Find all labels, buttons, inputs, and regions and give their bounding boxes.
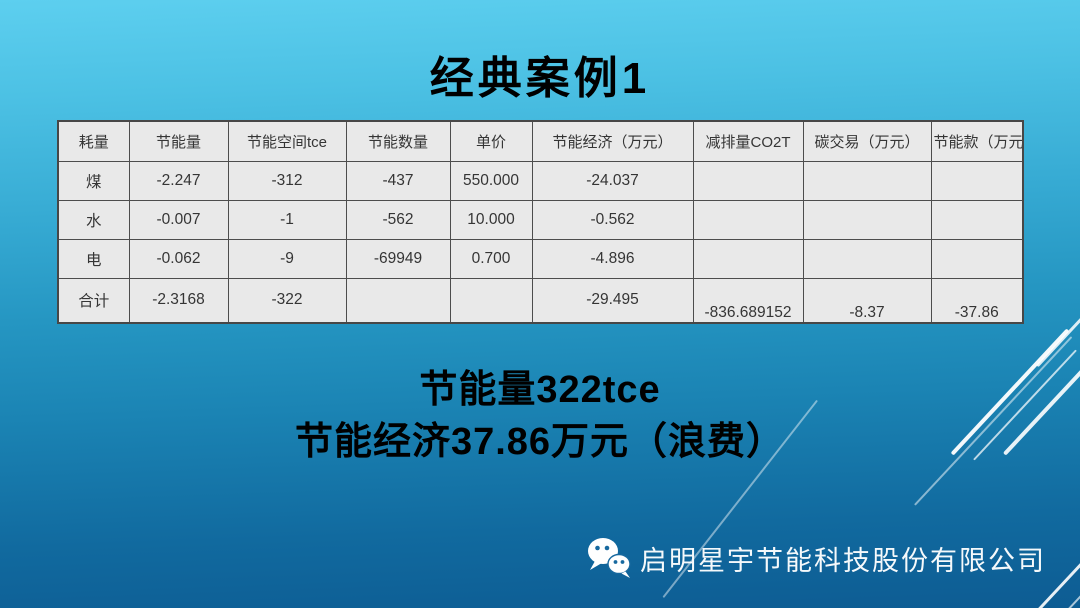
table-cell [345, 277, 451, 324]
table-cell [692, 199, 804, 240]
table-cell: 10.000 [449, 199, 533, 240]
table-cell: -1 [227, 199, 347, 240]
row-label: 合计 [57, 277, 130, 324]
table-cell: -0.007 [128, 199, 229, 240]
table-row-water: 水 -0.007 -1 -562 10.000 -0.562 [57, 199, 1024, 240]
table-cell: 550.000 [449, 160, 533, 201]
table-row-total: 合计 -2.3168 -322 -29.495 -836.689152 -8.3… [57, 277, 1024, 324]
table-cell: -0.062 [128, 238, 229, 279]
table-header-row: 耗量 节能量 节能空间tce 节能数量 单价 节能经济（万元） 减排量CO2T … [57, 120, 1024, 162]
wechat-icon [586, 536, 632, 580]
table-cell: -69949 [345, 238, 451, 279]
table-cell: -29.495 [531, 277, 694, 324]
table-cell: -0.562 [531, 199, 694, 240]
row-label: 电 [57, 238, 130, 279]
table-cell [692, 160, 804, 201]
table-cell [449, 277, 533, 324]
summary-line-1: 节能量322tce [419, 369, 661, 411]
column-header: 节能量 [128, 120, 229, 162]
table-cell: -4.896 [531, 238, 694, 279]
column-header: 减排量CO2T [692, 120, 804, 162]
table-row-electricity: 电 -0.062 -9 -69949 0.700 -4.896 [57, 238, 1024, 279]
table-cell: -322 [227, 277, 347, 324]
table-cell: -9 [227, 238, 347, 279]
table-cell: -437 [345, 160, 451, 201]
summary-line-2: 节能经济37.86万元（浪费） [294, 421, 786, 463]
table-cell [802, 238, 932, 279]
column-header: 节能款（万元） [930, 120, 1024, 162]
table-cell: -2.3168 [128, 277, 229, 324]
table-cell: -37.86 [930, 277, 1024, 324]
table-cell [930, 238, 1024, 279]
table-cell: -562 [345, 199, 451, 240]
table-cell [802, 199, 932, 240]
table-cell: -8.37 [802, 277, 932, 324]
row-label: 煤 [57, 160, 130, 201]
row-label: 水 [57, 199, 130, 240]
table-cell: -836.689152 [692, 277, 804, 324]
company-name: 启明星宇节能科技股份有限公司 [640, 545, 1046, 576]
column-header: 碳交易（万元） [802, 120, 932, 162]
column-header: 节能空间tce [227, 120, 347, 162]
table-cell [692, 238, 804, 279]
table-cell: 0.700 [449, 238, 533, 279]
table-cell: -2.247 [128, 160, 229, 201]
column-header: 节能经济（万元） [531, 120, 694, 162]
table-cell: -24.037 [531, 160, 694, 201]
diagonal-line-decoration [1036, 295, 1080, 367]
table-cell [930, 160, 1024, 201]
table-cell: -312 [227, 160, 347, 201]
slide-title: 经典案例1 [429, 54, 651, 103]
summary-text: 节能量322tce 节能经济37.86万元（浪费） [0, 364, 1080, 468]
table-row-coal: 煤 -2.247 -312 -437 550.000 -24.037 [57, 160, 1024, 201]
table-cell [802, 160, 932, 201]
column-header: 单价 [449, 120, 533, 162]
energy-savings-table: 耗量 节能量 节能空间tce 节能数量 单价 节能经济（万元） 减排量CO2T … [57, 120, 1024, 324]
footer: 启明星宇节能科技股份有限公司 [586, 536, 1046, 580]
column-header: 耗量 [57, 120, 130, 162]
column-header: 节能数量 [345, 120, 451, 162]
table-cell [930, 199, 1024, 240]
